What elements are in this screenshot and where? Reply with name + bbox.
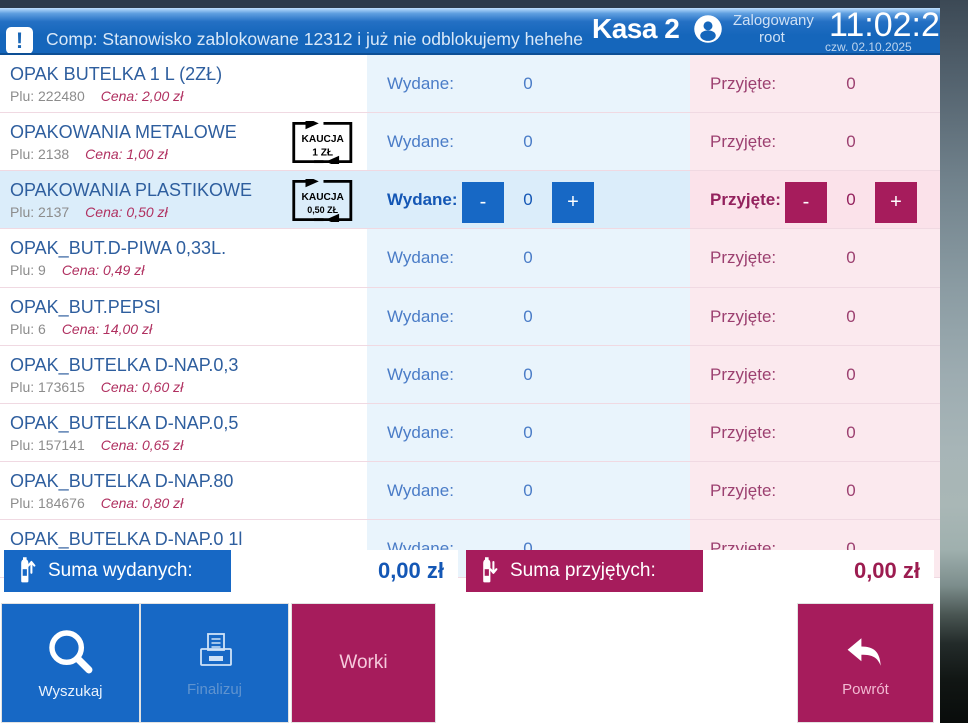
svg-text:1 ZŁ: 1 ZŁ [312,148,333,159]
svg-text:KAUCJA: KAUCJA [302,192,345,203]
svg-text:0,50 ZŁ: 0,50 ZŁ [307,205,338,215]
svg-text:KAUCJA: KAUCJA [302,134,345,145]
